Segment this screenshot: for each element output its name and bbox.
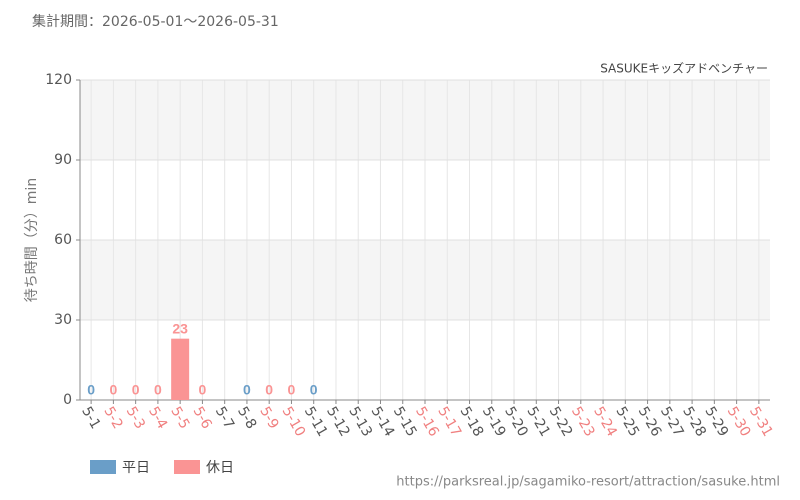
y-tick-label: 0 [63, 392, 72, 408]
y-tick-label: 60 [54, 232, 72, 248]
x-tick-label: 5-5 [167, 404, 192, 432]
legend-swatch [174, 460, 200, 474]
x-tick-label: 5-31 [746, 404, 776, 440]
x-tick-label: 5-6 [189, 404, 214, 432]
y-tick-label: 30 [54, 312, 72, 328]
legend-label: 平日 [122, 460, 150, 476]
x-tick-label: 5-4 [145, 404, 170, 432]
y-axis-label: 待ち時間（分）min [24, 178, 40, 302]
x-tick-label: 5-3 [123, 404, 148, 432]
footer-url: https://parksreal.jp/sagamiko-resort/att… [396, 475, 780, 490]
bar [171, 338, 190, 400]
legend-label: 休日 [206, 460, 234, 476]
x-tick-label: 5-9 [256, 404, 281, 432]
x-tick-label: 5-8 [234, 404, 259, 432]
value-label: 0 [199, 382, 207, 398]
legend-swatch [90, 460, 116, 474]
value-label: 0 [154, 382, 162, 398]
chart-header: 集計期間：2026-05-01～2026-05-31 [32, 13, 279, 30]
value-label: 0 [310, 382, 318, 398]
value-label: 0 [288, 382, 296, 398]
chart-title: SASUKEキッズアドベンチャー [600, 61, 768, 76]
y-tick-label: 90 [54, 152, 72, 168]
y-tick-label: 120 [45, 72, 72, 88]
value-label: 0 [243, 382, 251, 398]
value-label: 0 [265, 382, 273, 398]
value-label: 0 [109, 382, 117, 398]
value-label: 23 [172, 320, 188, 336]
value-label: 0 [132, 382, 140, 398]
x-tick-label: 5-7 [212, 404, 237, 432]
x-tick-label: 5-1 [78, 404, 103, 432]
x-tick-label: 5-2 [100, 404, 125, 432]
value-label: 0 [87, 382, 95, 398]
